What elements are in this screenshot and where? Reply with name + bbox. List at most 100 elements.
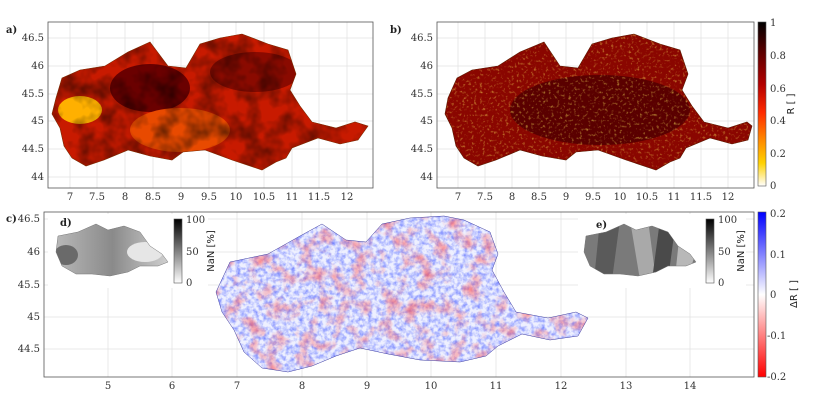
panel-a-xtick: 10.5 [253,192,275,203]
colorbar-nan-e-title: NaN [%] [736,230,747,272]
panel-a-xtick: 7 [67,192,73,203]
colorbar-nan-e-tick: 0 [718,278,724,289]
panel-b: b) 46.5 46 45.5 45 44.5 44 7 7.5 8 8.5 9… [390,21,755,203]
panel-b-xtick: 9.5 [585,192,601,203]
panel-b-xtick: 8 [509,192,515,203]
panel-a-boundary [51,33,369,171]
colorbar-dr-tick: -0.2 [767,372,786,383]
colorbar-r-tick: 0.8 [770,51,786,62]
colorbar-r-tick: 1 [770,18,776,29]
panel-a-ytick: 45.5 [22,89,44,100]
panel-b-xtick: 11 [668,192,681,203]
colorbar-dr-title: ΔR [ ] [789,280,800,308]
colorbar-dr-tick: -0.1 [767,331,786,342]
panel-b-xtick: 8.5 [531,192,547,203]
inset-e: e) 100 50 0 NaN [%] [578,214,747,289]
colorbar-nan-d-gradient [173,218,183,284]
panel-a-ytick: 45 [31,116,44,127]
colorbar-nan-d-title: NaN [%] [206,230,217,272]
colorbar-r-title: R [ ] [786,93,797,114]
panel-c-map [216,216,588,372]
panel-c-ytick: 45.5 [18,280,40,291]
panel-a-xtick: 8 [122,192,128,203]
panel-b-xtick: 7 [455,192,461,203]
panel-c-xticks: 5 6 7 8 9 10 11 12 13 14 [105,381,697,392]
colorbar-nan-d-tick: 50 [186,247,199,258]
panel-c-label: c) [6,214,17,225]
colorbar-r-tick: 0.6 [770,84,786,95]
panel-b-xticks: 7 7.5 8 8.5 9 9.5 10 10.5 11 11.5 12 [455,192,735,203]
panel-c-ytick: 46 [27,247,40,258]
colorbar-nan-e-gradient [705,218,715,284]
panel-a: a) 46.5 46 45.5 45 44.5 44 7 7.5 8 8.5 9… [6,21,374,203]
colorbar-r-tick: 0.4 [770,116,786,127]
inset-e-label: e) [596,220,607,231]
panel-c-frame [43,211,755,378]
colorbar-r-tick: 0.2 [770,149,786,160]
panel-b-ytick: 45.5 [411,89,433,100]
panel-b-frame [436,21,755,189]
panel-a-xtick: 12 [341,192,354,203]
panel-c-xtick: 10 [425,381,438,392]
colorbar-r-tick: 0 [770,181,776,192]
panel-a-xtick: 9 [178,192,184,203]
panel-b-xtick: 10 [614,192,627,203]
colorbar-dr-gradient [757,211,767,378]
panel-a-yticks: 46.5 46 45.5 45 44.5 44 [22,33,44,183]
colorbar-nan-e-tick: 100 [718,215,737,226]
panel-b-ytick: 46.5 [411,33,433,44]
panel-c-xtick: 5 [105,381,111,392]
panel-c-xtick: 8 [299,381,305,392]
panel-a-xtick: 8.5 [145,192,161,203]
panel-a-ytick: 44.5 [22,144,44,155]
colorbar-nan-e-tick: 50 [718,247,731,258]
panel-c-yticks: 46.5 46 45.5 45 44.5 [18,214,40,355]
panel-a-label: a) [6,25,17,36]
inset-d-label: d) [60,218,72,229]
panel-b-xtick: 9 [563,192,569,203]
panel-b-ytick: 44.5 [411,144,433,155]
inset-d-boundary [55,223,169,277]
panel-c-xtick: 12 [555,381,568,392]
panel-b-xtick: 7.5 [477,192,493,203]
colorbar-dr-tick: 0.1 [770,250,786,261]
panel-c-ytick: 46.5 [18,214,40,225]
panel-a-ytick: 46 [31,61,44,72]
panel-c-xtick: 11 [490,381,503,392]
panel-b-xtick: 11.5 [690,192,712,203]
colorbar-dr: 0.2 0.1 0 -0.1 -0.2 ΔR [ ] [757,209,800,383]
panel-c-ytick: 44.5 [18,344,40,355]
panel-a-xticks: 7 7.5 8 8.5 9 9.5 10 10.5 11 11.5 12 [67,192,354,203]
panel-b-xtick: 10.5 [636,192,658,203]
panel-b-xtick: 12 [722,192,735,203]
panel-c-xtick: 6 [169,381,175,392]
panel-a-xtick: 11.5 [308,192,330,203]
panel-c-xtick: 7 [234,381,240,392]
colorbar-nan-d-tick: 0 [186,278,192,289]
inset-e-boundary [583,223,697,277]
colorbar-r: 1 0.8 0.6 0.4 0.2 0 R [ ] [757,18,797,192]
colorbar-dr-tick: 0.2 [770,209,786,220]
panel-c-ytick: 45 [27,312,40,323]
colorbar-nan-d-tick: 100 [186,215,205,226]
panel-b-ytick: 45 [420,116,433,127]
panel-b-boundary [444,33,753,171]
panel-c-boundary [215,215,589,373]
colorbar-r-gradient [757,21,767,187]
panel-a-frame [47,21,374,189]
colorbar-dr-tick: 0 [770,290,776,301]
panel-b-ytick: 46 [420,61,433,72]
panel-b-ytick: 44 [420,172,433,183]
panel-a-xtick: 10 [230,192,243,203]
panel-a-xtick: 9.5 [201,192,217,203]
panel-a-xtick: 7.5 [89,192,105,203]
panel-c-xtick: 14 [684,381,697,392]
panel-c-xtick: 13 [620,381,633,392]
panel-b-yticks: 46.5 46 45.5 45 44.5 44 [411,33,433,183]
panel-b-map [445,34,752,170]
panel-c-xtick: 9 [364,381,370,392]
panel-a-ytick: 44 [31,172,44,183]
panel-b-label: b) [390,25,402,36]
inset-d: d) 100 50 0 NaN [%] [48,214,217,289]
